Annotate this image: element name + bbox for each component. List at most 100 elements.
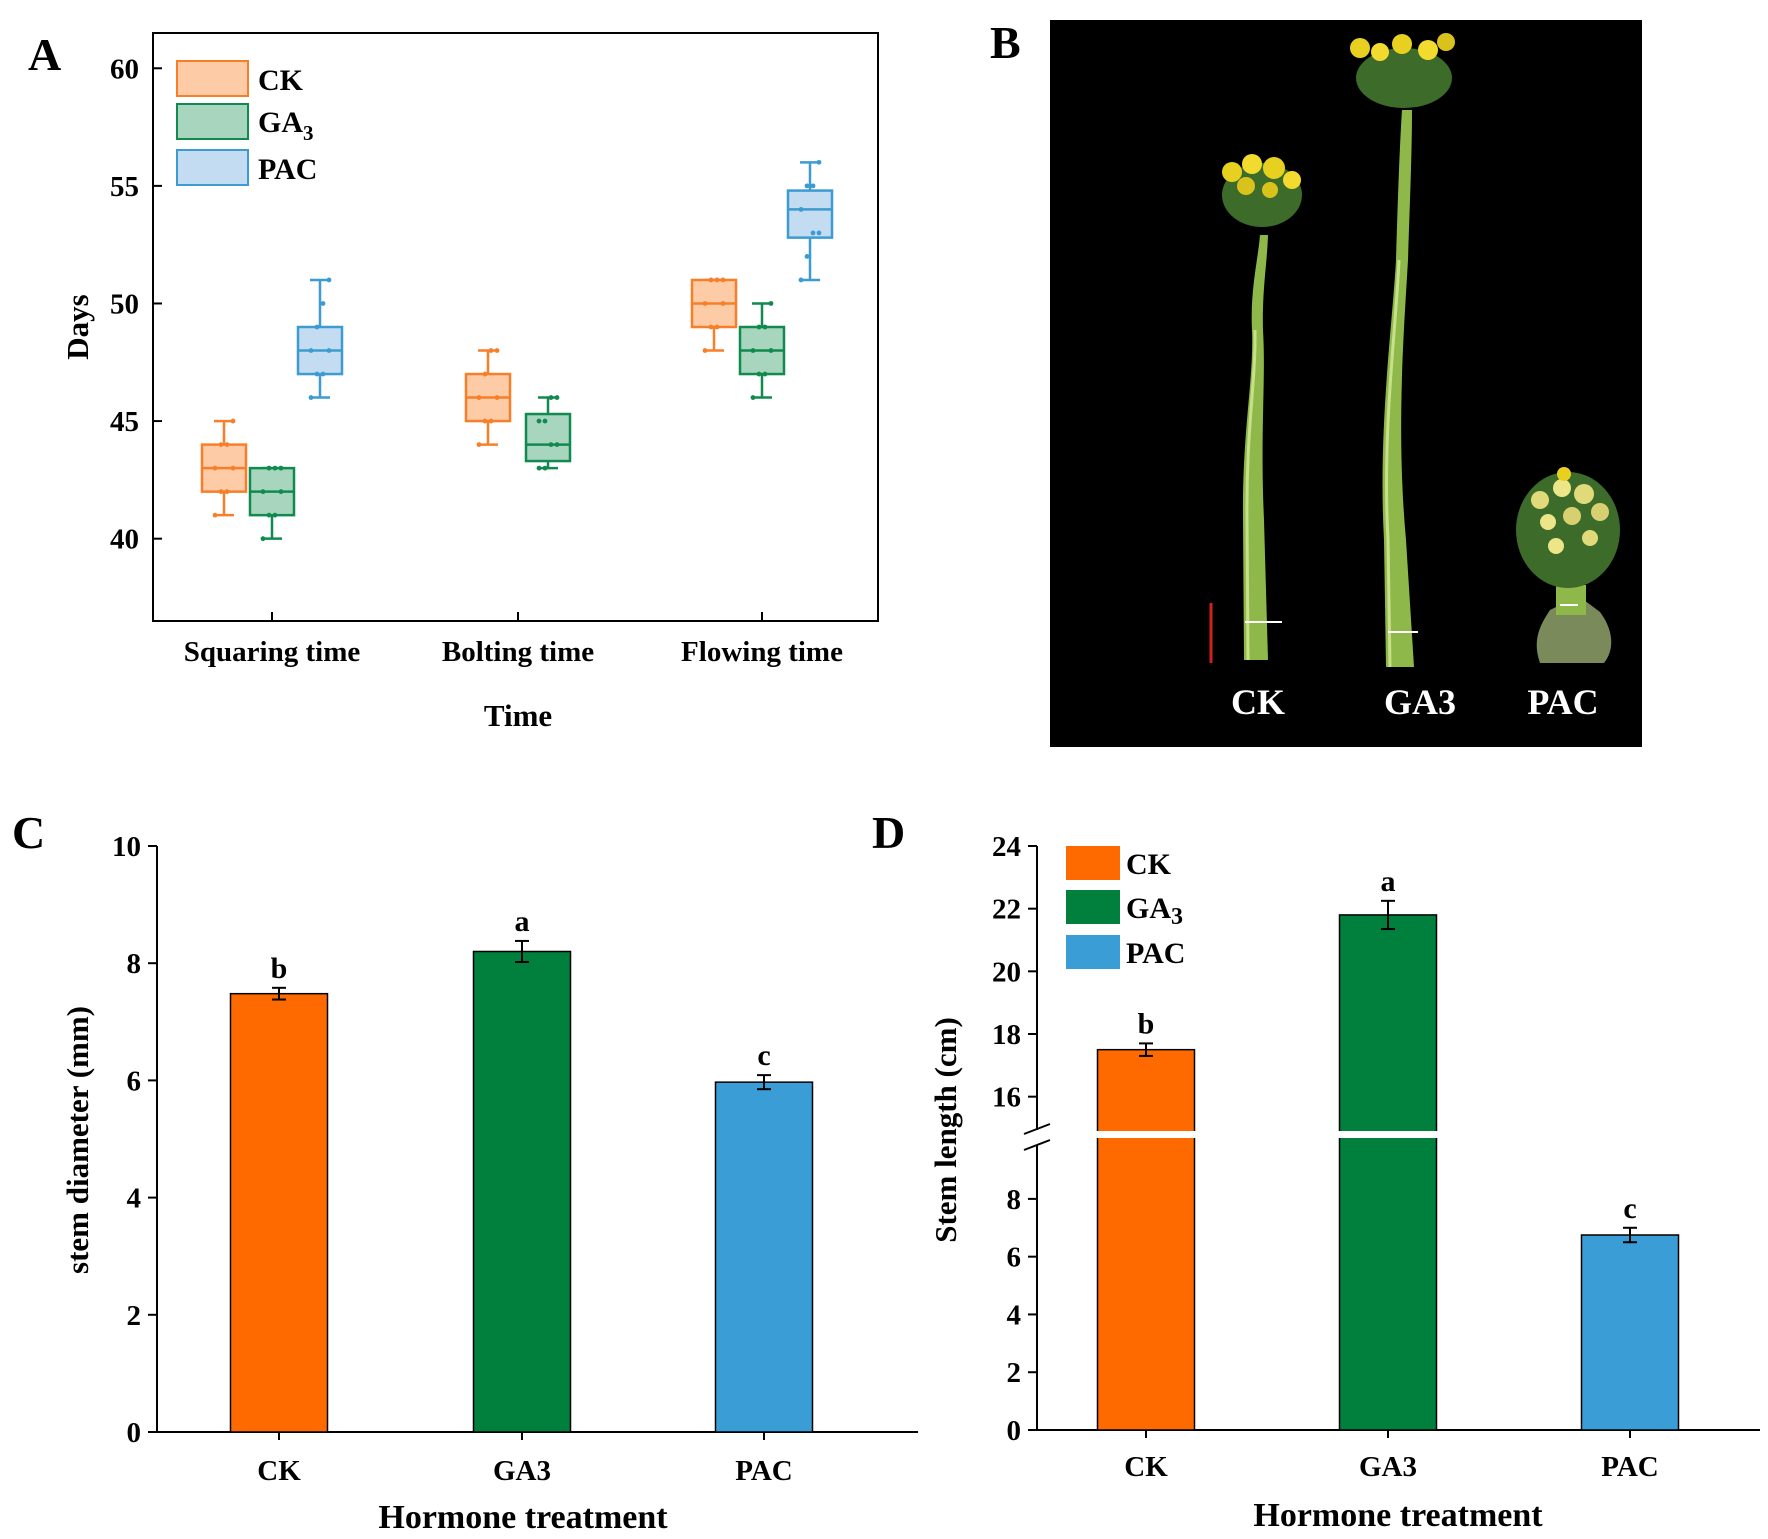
panel-d-axis-break-mark-2 — [1023, 1139, 1051, 1151]
data-point — [266, 512, 272, 518]
panel-a-label: A — [28, 29, 61, 80]
panel-d-label: D — [872, 807, 905, 858]
y-tick-label: 40 — [110, 524, 139, 556]
y-tick-label: 4 — [1007, 1299, 1022, 1331]
legend-d-pac-swatch — [1066, 935, 1120, 969]
significance-letter: b — [1138, 1007, 1155, 1040]
y-tick-label: 4 — [127, 1183, 142, 1215]
data-point — [720, 277, 726, 283]
bar-ck — [229, 992, 329, 1433]
significance-letter: b — [271, 952, 288, 985]
data-point — [224, 442, 230, 447]
data-point — [260, 536, 266, 542]
panel-a-y-label: Days — [60, 294, 95, 359]
data-point — [326, 277, 332, 283]
data-point — [218, 489, 224, 495]
data-point — [542, 465, 548, 471]
x-tick-label: GA3 — [1359, 1451, 1417, 1483]
data-point — [476, 442, 482, 447]
legend-a-pac-swatch — [176, 149, 249, 186]
panel-d-x-label: Hormone treatment — [1253, 1497, 1543, 1534]
legend-a-pac-label: PAC — [258, 153, 317, 186]
data-point — [308, 348, 314, 353]
pac-plant-illustration — [1516, 467, 1620, 663]
data-point — [708, 277, 714, 283]
bar-pac — [714, 1081, 814, 1433]
legend-d-ga3-subscript: 3 — [1171, 904, 1183, 930]
data-point — [554, 395, 560, 400]
bar-ga3 — [1338, 914, 1438, 1431]
data-point — [762, 324, 768, 330]
data-point — [494, 348, 500, 353]
data-point — [212, 512, 218, 518]
data-point — [278, 489, 284, 495]
data-point — [278, 465, 284, 471]
legend-a-ga3-subscript: 3 — [303, 121, 314, 145]
legend-a-ck-label: CK — [258, 64, 304, 97]
panel-c-x-ticks: CK GA3 PAC — [257, 1432, 793, 1487]
data-point — [272, 465, 278, 471]
y-tick-label: 0 — [127, 1417, 142, 1449]
data-point — [768, 348, 774, 353]
data-point — [314, 371, 320, 377]
x-tick-label: GA3 — [493, 1455, 551, 1487]
bar-ck — [1096, 1048, 1196, 1431]
data-point — [702, 301, 708, 306]
x-tick-label: Squaring time — [184, 636, 361, 668]
box-ga3-2 — [738, 301, 786, 400]
data-point — [320, 371, 326, 377]
data-point — [536, 465, 542, 471]
panel-a: A 40 45 50 55 60 Squaring time Bolting time Fl… — [28, 29, 879, 733]
data-point — [494, 395, 500, 400]
data-point — [702, 348, 708, 353]
data-point — [804, 183, 810, 189]
data-point — [756, 371, 762, 377]
box-ck-0 — [200, 418, 248, 518]
panel-b: B — [990, 17, 1642, 747]
ga3-plant-illustration — [1350, 33, 1455, 668]
significance-letter: a — [515, 905, 530, 938]
data-point — [720, 301, 726, 306]
data-point — [488, 418, 494, 424]
panel-d-legend: CK GA3 PAC — [1066, 846, 1185, 970]
legend-d-ga3-label: GA3 — [1126, 892, 1183, 930]
significance-letter: c — [1623, 1192, 1636, 1225]
y-tick-label: 20 — [992, 956, 1021, 988]
legend-d-ga3-swatch — [1066, 890, 1120, 924]
data-point — [714, 277, 720, 283]
data-point — [536, 418, 542, 424]
data-point — [810, 183, 816, 189]
box-ck-1 — [464, 348, 512, 447]
data-point — [314, 324, 320, 330]
y-tick-label: 60 — [110, 53, 139, 85]
y-tick-label: 10 — [112, 831, 141, 863]
panel-c-x-label: Hormone treatment — [378, 1499, 668, 1536]
y-tick-label: 50 — [110, 288, 139, 320]
box-ck-2 — [690, 277, 738, 353]
panel-d-axis-break-mark-1 — [1023, 1123, 1051, 1135]
photo-label-ga3: GA3 — [1384, 682, 1456, 722]
panel-a-boxes — [200, 159, 834, 542]
y-tick-label: 24 — [992, 831, 1021, 863]
data-point — [212, 465, 218, 471]
box-body — [524, 412, 572, 463]
data-point — [272, 512, 278, 518]
y-tick-label: 55 — [110, 171, 139, 203]
data-point — [548, 395, 554, 400]
box-pac-0 — [296, 277, 344, 400]
panel-c-y-ticks: 0 2 4 6 8 10 — [112, 831, 157, 1449]
panel-a-legend: CK GA3 PAC — [176, 60, 317, 186]
significance-letter: a — [1381, 865, 1396, 898]
photo-label-pac: PAC — [1527, 682, 1598, 722]
data-point — [542, 418, 548, 424]
legend-a-ck-swatch — [176, 60, 249, 97]
data-point — [804, 254, 810, 259]
panel-d-x-ticks: CK GA3 PAC — [1124, 1430, 1659, 1483]
data-point — [308, 395, 314, 400]
legend-a-ga3-swatch — [176, 103, 249, 140]
data-point — [260, 489, 266, 495]
data-point — [326, 348, 332, 353]
